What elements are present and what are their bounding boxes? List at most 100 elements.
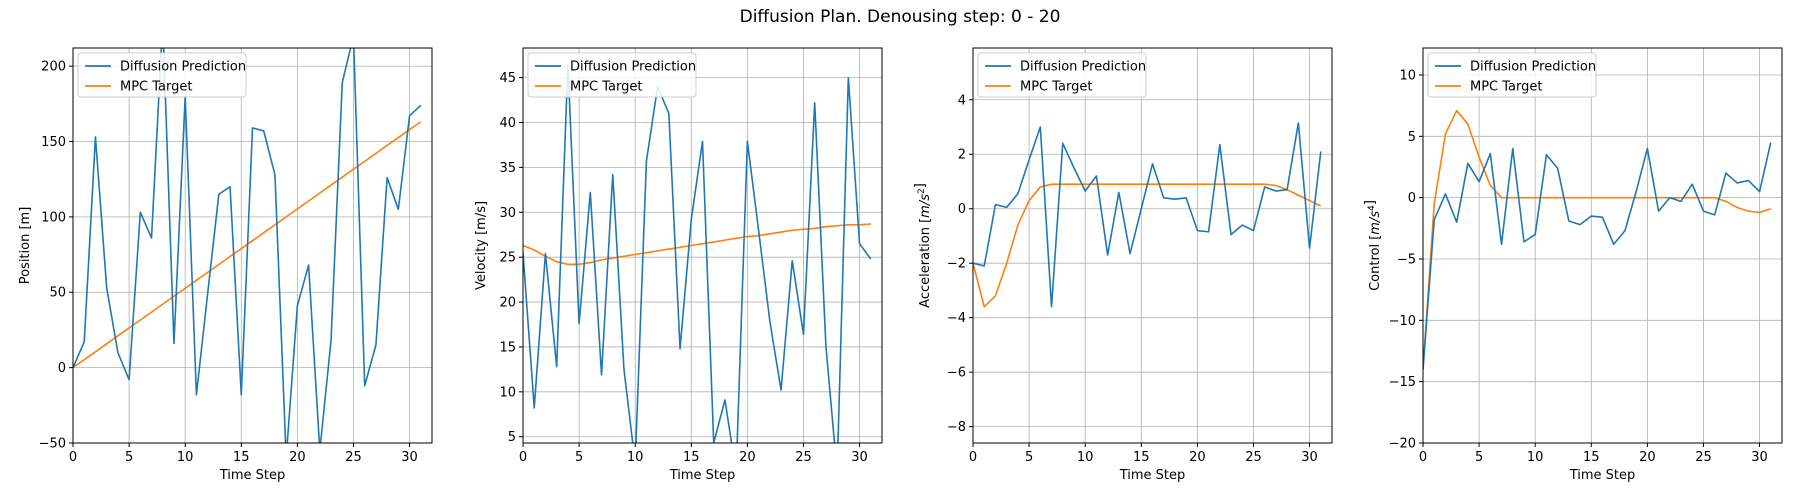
y-tick-label: 15: [499, 340, 516, 355]
x-tick-label: 5: [1025, 450, 1033, 465]
x-tick-label: 5: [575, 450, 583, 465]
y-tick-label: 20: [499, 296, 516, 311]
legend-box: [527, 52, 697, 98]
x-tick-label: 20: [1189, 450, 1206, 465]
series-line-diffusion-prediction: [523, 63, 872, 443]
x-tick-label: 15: [683, 450, 700, 465]
series-group: [523, 63, 872, 443]
axes-frame: [522, 47, 883, 444]
y-tick-label: 10: [1399, 68, 1416, 83]
x-tick-label: 30: [851, 450, 868, 465]
legend: Diffusion Prediction MPC Target: [1427, 52, 1597, 98]
legend-label: MPC Target: [570, 80, 642, 95]
x-tick-label: 25: [345, 450, 362, 465]
y-tick-label: −6: [947, 366, 966, 381]
y-tick-label: 45: [499, 71, 516, 86]
y-tick-label: −2: [947, 257, 966, 272]
x-tick-label: 15: [233, 450, 250, 465]
y-tick-label: 5: [1408, 130, 1416, 145]
y-tick-label: 0: [58, 361, 66, 376]
x-tick-label: 0: [69, 450, 77, 465]
series-line-diffusion-prediction: [1423, 142, 1772, 370]
legend-label: Diffusion Prediction: [570, 60, 696, 75]
x-tick-label: 10: [1077, 450, 1094, 465]
y-tick-label: −20: [1389, 437, 1416, 452]
x-tick-label: 0: [519, 450, 527, 465]
y-tick-label: 5: [508, 430, 516, 445]
x-tick-label: 15: [1583, 450, 1600, 465]
x-axis-label: Time Step: [669, 468, 736, 483]
series-group: [973, 122, 1322, 308]
series-line-mpc-target: [523, 223, 871, 266]
subplot-3: 0 5 10 15 20 25 30 −8 −6 −4 −2 0 2 4 Time Step Accelera…: [913, 47, 1333, 483]
x-tick-label: 20: [289, 450, 306, 465]
legend-box: [977, 52, 1147, 98]
y-tick-label: 100: [41, 210, 66, 225]
legend: Diffusion Prediction MPC Target: [527, 52, 697, 98]
x-tick-label: 10: [1527, 450, 1544, 465]
grid: [522, 48, 882, 443]
x-tick-label: 0: [1419, 450, 1427, 465]
y-axis-label: Control [m/s4]: [1363, 200, 1383, 291]
y-tick-label: 35: [499, 161, 516, 176]
y-tick-label: 2: [958, 148, 966, 163]
x-axis-label: Time Step: [1569, 468, 1636, 483]
y-tick-label: 150: [41, 135, 66, 150]
legend-label: Diffusion Prediction: [1470, 60, 1596, 75]
axes-frame: [1422, 47, 1783, 444]
x-axis-label: Time Step: [1119, 468, 1186, 483]
x-tick-label: 15: [1133, 450, 1150, 465]
series-group: [1423, 109, 1772, 370]
y-tick-label: 0: [958, 202, 966, 217]
y-axis-label: Acceleration [m/s2]: [913, 183, 933, 308]
x-tick-label: 5: [1475, 450, 1483, 465]
grid: [1422, 48, 1782, 444]
x-tick-label: 25: [1245, 450, 1262, 465]
legend-label: MPC Target: [1020, 80, 1092, 95]
x-tick-label: 5: [125, 450, 133, 465]
y-tick-label: 25: [499, 251, 516, 266]
axes-frame: [72, 47, 433, 444]
x-tick-label: 0: [969, 450, 977, 465]
y-tick-label: 200: [41, 60, 66, 75]
legend-label: MPC Target: [120, 80, 192, 95]
y-tick-label: 10: [499, 385, 516, 400]
y-tick-label: −4: [947, 311, 966, 326]
y-tick-label: −50: [39, 437, 66, 452]
legend-box: [77, 52, 247, 98]
y-tick-label: −5: [1397, 252, 1416, 267]
legend-box: [1427, 52, 1597, 98]
legend-label: Diffusion Prediction: [1020, 60, 1146, 75]
series-line-mpc-target: [1423, 109, 1772, 370]
series-group: [73, 48, 422, 443]
x-tick-label: 30: [401, 450, 418, 465]
x-tick-label: 25: [1695, 450, 1712, 465]
x-tick-label: 10: [627, 450, 644, 465]
y-tick-label: 40: [499, 116, 516, 131]
y-tick-label: 4: [958, 93, 966, 108]
legend-label: Diffusion Prediction: [120, 60, 246, 75]
y-tick-label: −10: [1389, 314, 1416, 329]
x-axis-label: Time Step: [219, 468, 286, 483]
x-tick-label: 10: [177, 450, 194, 465]
x-tick-label: 20: [739, 450, 756, 465]
grid: [972, 48, 1332, 443]
legend: Diffusion Prediction MPC Target: [977, 52, 1147, 98]
legend-label: MPC Target: [1470, 80, 1542, 95]
series-line-mpc-target: [973, 183, 1322, 308]
y-tick-label: −8: [947, 420, 966, 435]
figure-title: Diffusion Plan. Denousing step: 0 - 20: [739, 7, 1061, 27]
x-tick-label: 25: [795, 450, 812, 465]
axes-frame: [972, 47, 1333, 444]
y-tick-label: 0: [1408, 191, 1416, 206]
x-tick-label: 30: [1301, 450, 1318, 465]
legend: Diffusion Prediction MPC Target: [77, 52, 247, 98]
x-tick-label: 20: [1639, 450, 1656, 465]
subplot-4: 0 5 10 15 20 25 30 −20 −15 −10 −5 0 5 10 Time Step Cont…: [1363, 47, 1783, 483]
y-tick-label: 30: [499, 206, 516, 221]
y-axis-label: Velocity [m/s]: [474, 201, 489, 290]
y-tick-label: −15: [1389, 375, 1416, 390]
